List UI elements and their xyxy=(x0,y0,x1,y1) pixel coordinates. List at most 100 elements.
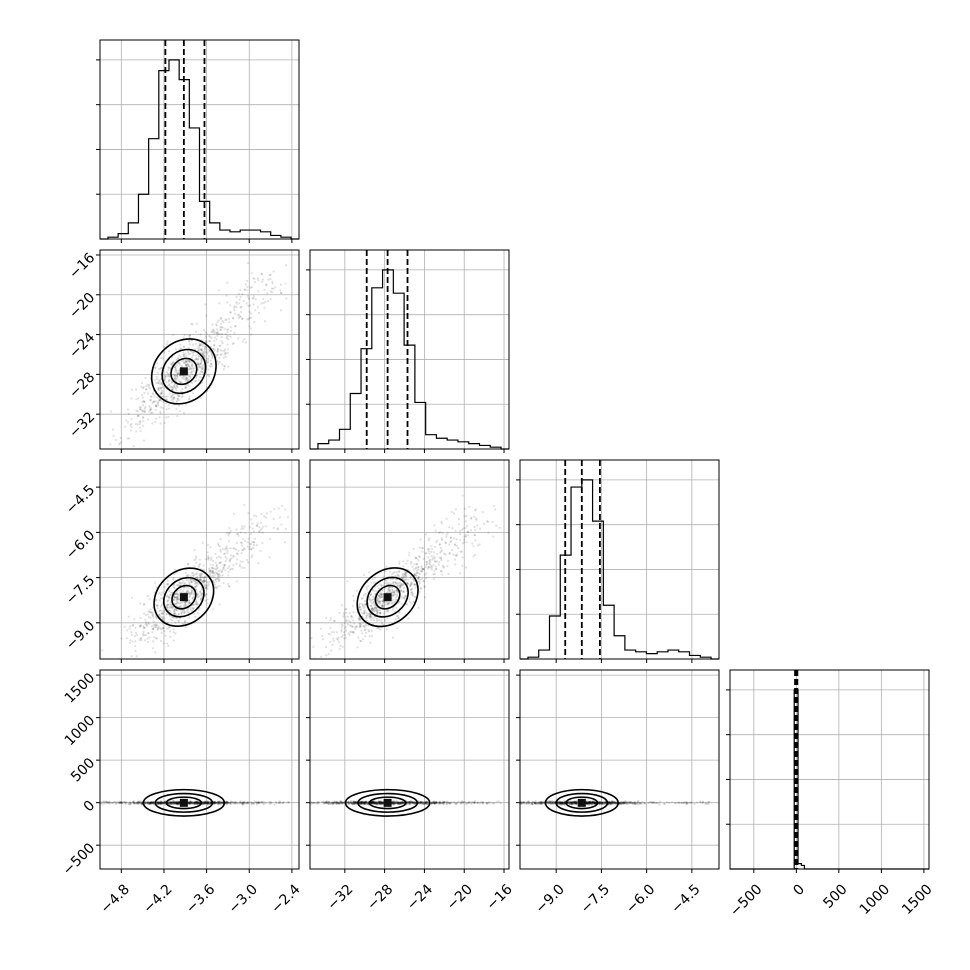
sample-point xyxy=(451,511,453,513)
sample-point xyxy=(169,636,171,638)
sample-point xyxy=(143,411,145,413)
sample-point xyxy=(222,548,224,550)
sample-point xyxy=(222,569,224,571)
sample-point xyxy=(226,282,228,284)
sample-point xyxy=(378,600,380,602)
sample-point xyxy=(376,597,378,599)
sample-point xyxy=(216,557,218,559)
sample-point xyxy=(226,550,228,552)
sample-point xyxy=(206,598,208,600)
sample-point xyxy=(204,580,206,582)
sample-point xyxy=(120,437,122,439)
sample-point xyxy=(157,607,159,609)
sample-point xyxy=(390,578,392,580)
sample-point xyxy=(130,631,132,633)
sample-point xyxy=(339,644,341,646)
sample-point xyxy=(197,597,199,599)
density-peak xyxy=(180,593,188,601)
corr-panel-3-0 xyxy=(87,670,299,873)
sample-point xyxy=(284,282,286,284)
sample-point xyxy=(129,627,131,629)
sample-point xyxy=(227,352,229,354)
sample-point xyxy=(227,534,229,536)
sample-point xyxy=(249,304,251,306)
sample-point xyxy=(174,365,176,367)
sample-point xyxy=(188,602,190,604)
sample-point xyxy=(269,538,271,540)
sample-point xyxy=(239,801,241,803)
sample-point xyxy=(280,309,282,311)
sample-point xyxy=(157,381,159,383)
sample-point xyxy=(209,365,211,367)
sample-point xyxy=(176,386,178,388)
sample-point xyxy=(251,548,253,550)
sample-point xyxy=(280,292,282,294)
sample-point xyxy=(217,363,219,365)
sample-point xyxy=(253,515,255,517)
sample-point xyxy=(140,430,142,432)
sample-point xyxy=(384,604,386,606)
sample-point xyxy=(266,292,268,294)
sample-point xyxy=(257,277,259,279)
sample-point xyxy=(228,586,230,588)
sample-point xyxy=(233,307,235,309)
sample-point xyxy=(217,544,219,546)
sample-point xyxy=(161,632,163,634)
sample-point xyxy=(398,571,400,573)
sample-point xyxy=(182,623,184,625)
sample-point xyxy=(225,333,227,335)
sample-point xyxy=(353,622,355,624)
sample-point xyxy=(243,567,245,569)
sample-point xyxy=(142,630,144,632)
sample-point xyxy=(151,631,153,633)
sample-point xyxy=(166,607,168,609)
sample-point xyxy=(120,637,122,639)
sample-point xyxy=(242,538,244,540)
sample-point xyxy=(470,803,472,805)
sample-point xyxy=(125,419,127,421)
sample-point xyxy=(260,522,262,524)
sample-point xyxy=(160,605,162,607)
sample-point xyxy=(173,631,175,633)
sample-point xyxy=(109,443,111,445)
sample-point xyxy=(369,614,371,616)
sample-point xyxy=(412,566,414,568)
sample-point xyxy=(428,562,430,564)
sample-point xyxy=(169,603,171,605)
sample-point xyxy=(177,584,179,586)
sample-point xyxy=(269,803,271,805)
diag-frame-3 xyxy=(730,670,929,869)
sample-point xyxy=(149,388,151,390)
sample-point xyxy=(487,532,489,534)
sample-point xyxy=(366,612,368,614)
sample-point xyxy=(188,600,190,602)
sample-point xyxy=(193,802,195,804)
sample-point xyxy=(443,553,445,555)
sample-point xyxy=(142,420,144,422)
sample-point xyxy=(191,589,193,591)
sample-point xyxy=(445,536,447,538)
sample-point xyxy=(435,801,437,803)
sample-point xyxy=(263,307,265,309)
sample-point xyxy=(175,378,177,380)
sample-point xyxy=(431,548,433,550)
sample-point xyxy=(347,620,349,622)
sample-point xyxy=(163,801,165,803)
sample-point xyxy=(260,513,262,515)
sample-point xyxy=(430,565,432,567)
sample-point xyxy=(251,272,253,274)
sample-point xyxy=(441,522,443,524)
sample-point xyxy=(120,801,122,803)
sample-point xyxy=(409,601,411,603)
sample-point xyxy=(273,518,275,520)
sample-point xyxy=(135,388,137,390)
corr-frame xyxy=(310,670,509,869)
sample-point xyxy=(131,655,133,657)
sample-point xyxy=(432,573,434,575)
sample-point xyxy=(433,802,435,804)
sample-point xyxy=(243,338,245,340)
sample-point xyxy=(227,335,229,337)
sample-point xyxy=(465,515,467,517)
sample-point xyxy=(243,300,245,302)
sample-point xyxy=(228,321,230,323)
